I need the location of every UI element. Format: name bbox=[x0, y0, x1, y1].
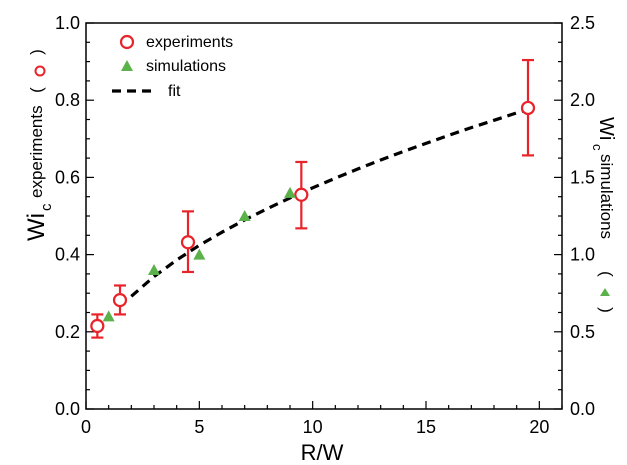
legend-item-simulations: simulations bbox=[121, 58, 226, 75]
y2-axis-title-rest: simulations bbox=[597, 154, 616, 239]
experiment-marker bbox=[90, 318, 105, 334]
y2-tick-label: 0.0 bbox=[570, 399, 595, 419]
experiment-marker bbox=[112, 293, 128, 308]
y2-tick-label: 2.5 bbox=[570, 13, 595, 33]
y-axis-title-paren: ( ) bbox=[27, 49, 46, 93]
plot-area-border bbox=[85, 22, 563, 410]
fit-series bbox=[130, 107, 529, 298]
x-axis-ticks: 0 5 10 15 20 bbox=[81, 401, 563, 437]
legend-label: experiments bbox=[146, 34, 233, 51]
experiment-point bbox=[112, 284, 128, 316]
experiment-point bbox=[520, 58, 536, 157]
y-axis-ticks: 0.0 0.2 0.4 0.6 0.8 1.0 bbox=[55, 13, 94, 419]
y-axis-title: Wi c experiments bbox=[23, 105, 55, 241]
y2-axis-paren-open: ( bbox=[597, 271, 616, 277]
y-tick-label: 0.2 bbox=[55, 322, 80, 342]
x-tick-label: 20 bbox=[529, 417, 549, 437]
legend-experiments-marker bbox=[119, 34, 135, 50]
y-tick-label: 0.8 bbox=[55, 90, 80, 110]
legend-item-fit: fit bbox=[112, 83, 181, 100]
experiments-series bbox=[90, 58, 536, 339]
simulation-marker bbox=[284, 186, 296, 198]
x-tick-label: 10 bbox=[303, 417, 323, 437]
experiment-marker bbox=[520, 100, 536, 116]
legend-label: fit bbox=[168, 83, 181, 100]
x-tick-label: 15 bbox=[416, 417, 436, 437]
y-axis-title-marker bbox=[34, 65, 46, 77]
y2-axis-paren-close: ) bbox=[597, 307, 616, 313]
y-tick-label: 0.4 bbox=[55, 245, 80, 265]
experiment-marker bbox=[180, 235, 196, 250]
experiment-marker bbox=[294, 187, 309, 202]
experiment-point bbox=[180, 210, 196, 274]
legend-label: simulations bbox=[146, 58, 226, 75]
y2-axis-title-marker bbox=[600, 288, 610, 296]
y2-axis-title: Wi c simulations bbox=[590, 117, 617, 239]
y-tick-label: 0.0 bbox=[55, 399, 80, 419]
simulations-series bbox=[102, 186, 296, 322]
experiment-point bbox=[294, 160, 309, 230]
y2-tick-label: 1.5 bbox=[570, 167, 595, 187]
y-axis-paren-open: ( bbox=[27, 87, 46, 93]
y2-axis-title-main: Wi bbox=[595, 117, 617, 140]
y-tick-label: 0.6 bbox=[55, 167, 80, 187]
simulation-marker bbox=[238, 210, 251, 221]
simulation-marker bbox=[193, 248, 206, 260]
plot-frame bbox=[85, 22, 563, 410]
y-axis-title-rest: experiments bbox=[27, 105, 46, 198]
experiment-point bbox=[90, 313, 105, 339]
y2-axis-title-paren: ( ) bbox=[597, 271, 616, 313]
y-axis-title-main: Wi bbox=[23, 213, 50, 241]
y2-tick-label: 2.0 bbox=[570, 90, 595, 110]
x-axis-title: R/W bbox=[301, 440, 344, 465]
y2-tick-label: 0.5 bbox=[570, 322, 595, 342]
y-tick-label: 1.0 bbox=[55, 13, 80, 33]
y2-axis-title-subscript: c bbox=[590, 144, 605, 151]
y2-axis-ticks: 0.0 0.5 1.0 1.5 2.0 2.5 bbox=[554, 13, 595, 419]
y-axis-title-subscript: c bbox=[38, 203, 55, 211]
fit-line bbox=[130, 107, 529, 298]
legend-item-experiments: experiments bbox=[119, 34, 233, 51]
y-axis-paren-close: ) bbox=[27, 49, 46, 55]
y2-tick-label: 1.0 bbox=[570, 245, 595, 265]
legend-simulations-marker bbox=[121, 60, 133, 71]
simulation-marker bbox=[148, 264, 160, 276]
x-tick-label: 0 bbox=[81, 417, 91, 437]
x-tick-label: 5 bbox=[194, 417, 204, 437]
simulation-marker bbox=[102, 310, 115, 322]
legend: experiments simulations fit bbox=[112, 34, 233, 100]
